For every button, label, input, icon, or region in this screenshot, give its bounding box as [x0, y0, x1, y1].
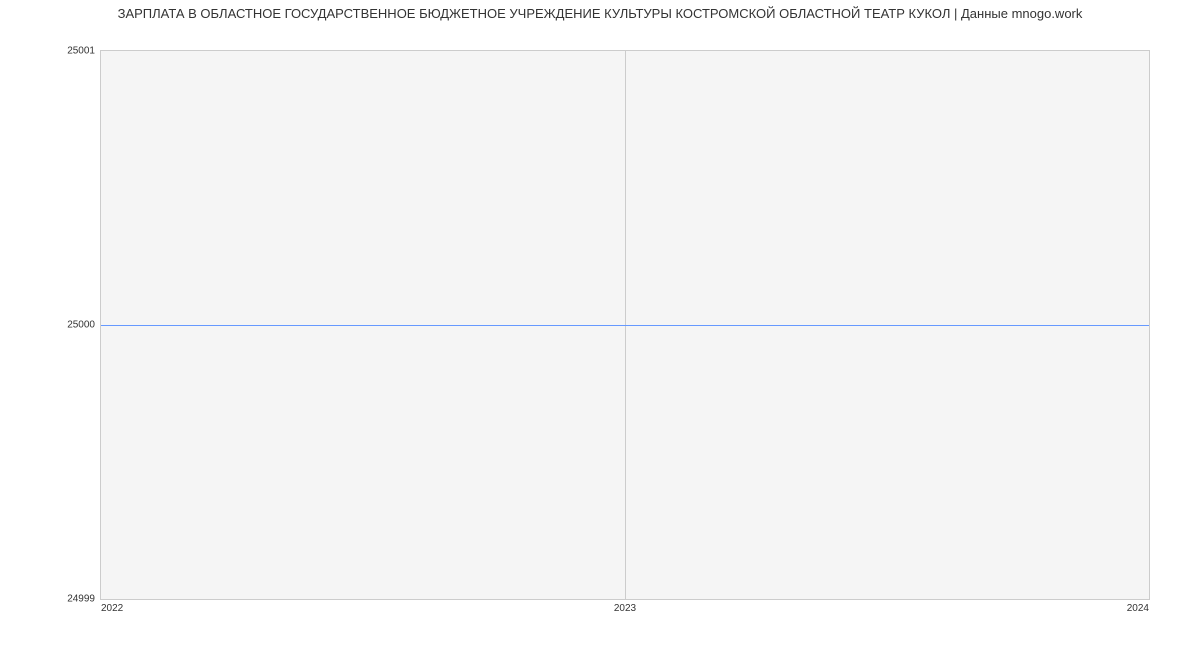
series-line	[101, 325, 1149, 326]
x-tick-label: 2022	[101, 603, 123, 614]
x-tick-label: 2023	[614, 603, 636, 614]
y-tick-label: 24999	[67, 594, 101, 605]
x-tick-label: 2024	[1127, 603, 1149, 614]
chart-title: ЗАРПЛАТА В ОБЛАСТНОЕ ГОСУДАРСТВЕННОЕ БЮД…	[0, 6, 1200, 21]
plot-area: 202220232024249992500025001	[100, 50, 1150, 600]
y-tick-label: 25001	[67, 46, 101, 57]
salary-chart: ЗАРПЛАТА В ОБЛАСТНОЕ ГОСУДАРСТВЕННОЕ БЮД…	[0, 0, 1200, 650]
y-tick-label: 25000	[67, 320, 101, 331]
